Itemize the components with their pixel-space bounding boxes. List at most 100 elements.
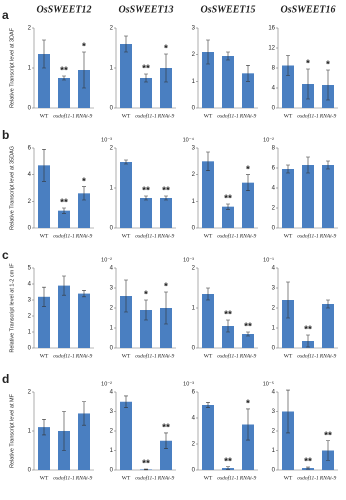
x-tick-label: osdof11-1	[217, 232, 239, 239]
x-tick-label: osdof11-1	[217, 352, 239, 359]
bar	[322, 165, 334, 228]
significance-mark: *	[306, 59, 310, 70]
y-tick-label: 4	[28, 282, 32, 288]
error-bar	[306, 334, 310, 348]
x-tick-label: RNAi-9	[75, 113, 93, 119]
column-title: OsSWEET12	[36, 4, 91, 15]
significance-mark: *	[144, 290, 148, 301]
x-tick-label: RNAi-9	[75, 233, 93, 239]
x-tick-label: osdof11-1	[135, 352, 157, 359]
x-tick-label: osdof11-1	[297, 112, 319, 119]
y-tick-label: 0	[272, 346, 276, 352]
error-bar	[62, 411, 66, 451]
x-tick-label: osdof11-1	[297, 232, 319, 239]
y-tick-label: 0	[28, 106, 32, 112]
y-tick-label: 3	[110, 286, 114, 292]
error-bar	[326, 160, 330, 170]
y-tick-label: 8	[272, 146, 276, 152]
error-bar	[164, 291, 168, 325]
bar	[242, 334, 254, 348]
x-tick-label: WT	[40, 353, 49, 359]
y-tick-label: 0	[192, 346, 196, 352]
significance-mark: **	[244, 322, 252, 333]
axis-exponent: 10⁻³	[183, 381, 194, 387]
y-tick-label: 1	[192, 199, 196, 205]
significance-mark: *	[326, 60, 330, 71]
y-tick-label: 3	[272, 409, 276, 415]
column-title: OsSWEET15	[200, 4, 255, 15]
error-bar	[62, 75, 66, 81]
panel-label: b	[2, 128, 9, 142]
y-tick-label: 0	[192, 226, 196, 232]
y-tick-label: 1	[192, 79, 196, 85]
error-bar	[306, 68, 310, 100]
error-bar	[246, 174, 250, 191]
y-axis-label: Relative Transcript level at MF	[9, 393, 15, 468]
y-tick-label: 0	[28, 226, 32, 232]
x-tick-label: osdof11-1	[217, 474, 239, 481]
error-bar	[82, 290, 86, 298]
y-tick-label: 1	[272, 448, 276, 454]
x-tick-label: RNAi-9	[319, 233, 337, 239]
significance-mark: **	[304, 457, 312, 468]
x-tick-label: WT	[204, 233, 213, 239]
x-tick-label: osdof11-1	[135, 232, 157, 239]
error-bar	[42, 39, 46, 69]
y-tick-label: 2	[192, 442, 196, 448]
axis-exponent: 10⁻²	[101, 257, 112, 263]
bar	[140, 78, 152, 108]
bar	[120, 44, 132, 108]
y-tick-label: 0	[110, 226, 114, 232]
y-tick-label: 2	[272, 306, 276, 312]
y-tick-label: 2	[28, 199, 32, 205]
error-bar	[286, 55, 290, 76]
x-tick-label: WT	[284, 353, 293, 359]
y-tick-label: 3	[28, 298, 32, 304]
axis-exponent: 10⁻³	[183, 257, 194, 263]
significance-mark: *	[246, 164, 250, 175]
y-tick-label: 0	[272, 468, 276, 474]
bar	[202, 294, 214, 348]
bar	[282, 65, 294, 108]
y-tick-label: 2	[272, 429, 276, 435]
error-bar	[42, 149, 46, 182]
error-bar	[144, 468, 148, 471]
y-tick-label: 3	[110, 409, 114, 415]
x-tick-label: osdof11-1	[217, 112, 239, 119]
y-tick-label: 0	[272, 106, 276, 112]
error-bar	[326, 299, 330, 309]
bar	[202, 52, 214, 108]
y-tick-label: 4	[272, 186, 276, 192]
y-tick-label: 2	[192, 52, 196, 58]
x-tick-label: WT	[204, 475, 213, 481]
bar	[38, 165, 50, 228]
y-tick-label: 1	[272, 326, 276, 332]
error-bar	[42, 419, 46, 436]
significance-mark: **	[162, 423, 170, 434]
error-bar	[42, 286, 46, 307]
error-bar	[206, 402, 210, 408]
x-tick-label: WT	[122, 113, 131, 119]
error-bar	[246, 331, 250, 337]
y-tick-label: 2	[110, 146, 114, 152]
y-tick-label: 0	[192, 106, 196, 112]
bar	[120, 162, 132, 228]
x-tick-label: osdof11-1	[297, 474, 319, 481]
axis-exponent: 10⁻²	[263, 137, 274, 143]
x-tick-label: RNAi-9	[157, 353, 175, 359]
x-tick-label: osdof11-1	[135, 474, 157, 481]
error-bar	[246, 65, 250, 82]
significance-mark: **	[142, 64, 150, 75]
x-tick-label: RNAi-9	[157, 475, 175, 481]
x-tick-label: WT	[284, 475, 293, 481]
error-bar	[286, 281, 290, 319]
error-bar	[206, 39, 210, 65]
x-tick-label: RNAi-9	[157, 113, 175, 119]
panel-label: c	[2, 248, 9, 262]
y-tick-label: 1	[28, 66, 32, 72]
error-bar	[164, 53, 168, 83]
error-bar	[246, 408, 250, 441]
x-tick-label: RNAi-9	[239, 233, 257, 239]
y-tick-label: 4	[110, 266, 114, 272]
y-tick-label: 1	[110, 66, 114, 72]
